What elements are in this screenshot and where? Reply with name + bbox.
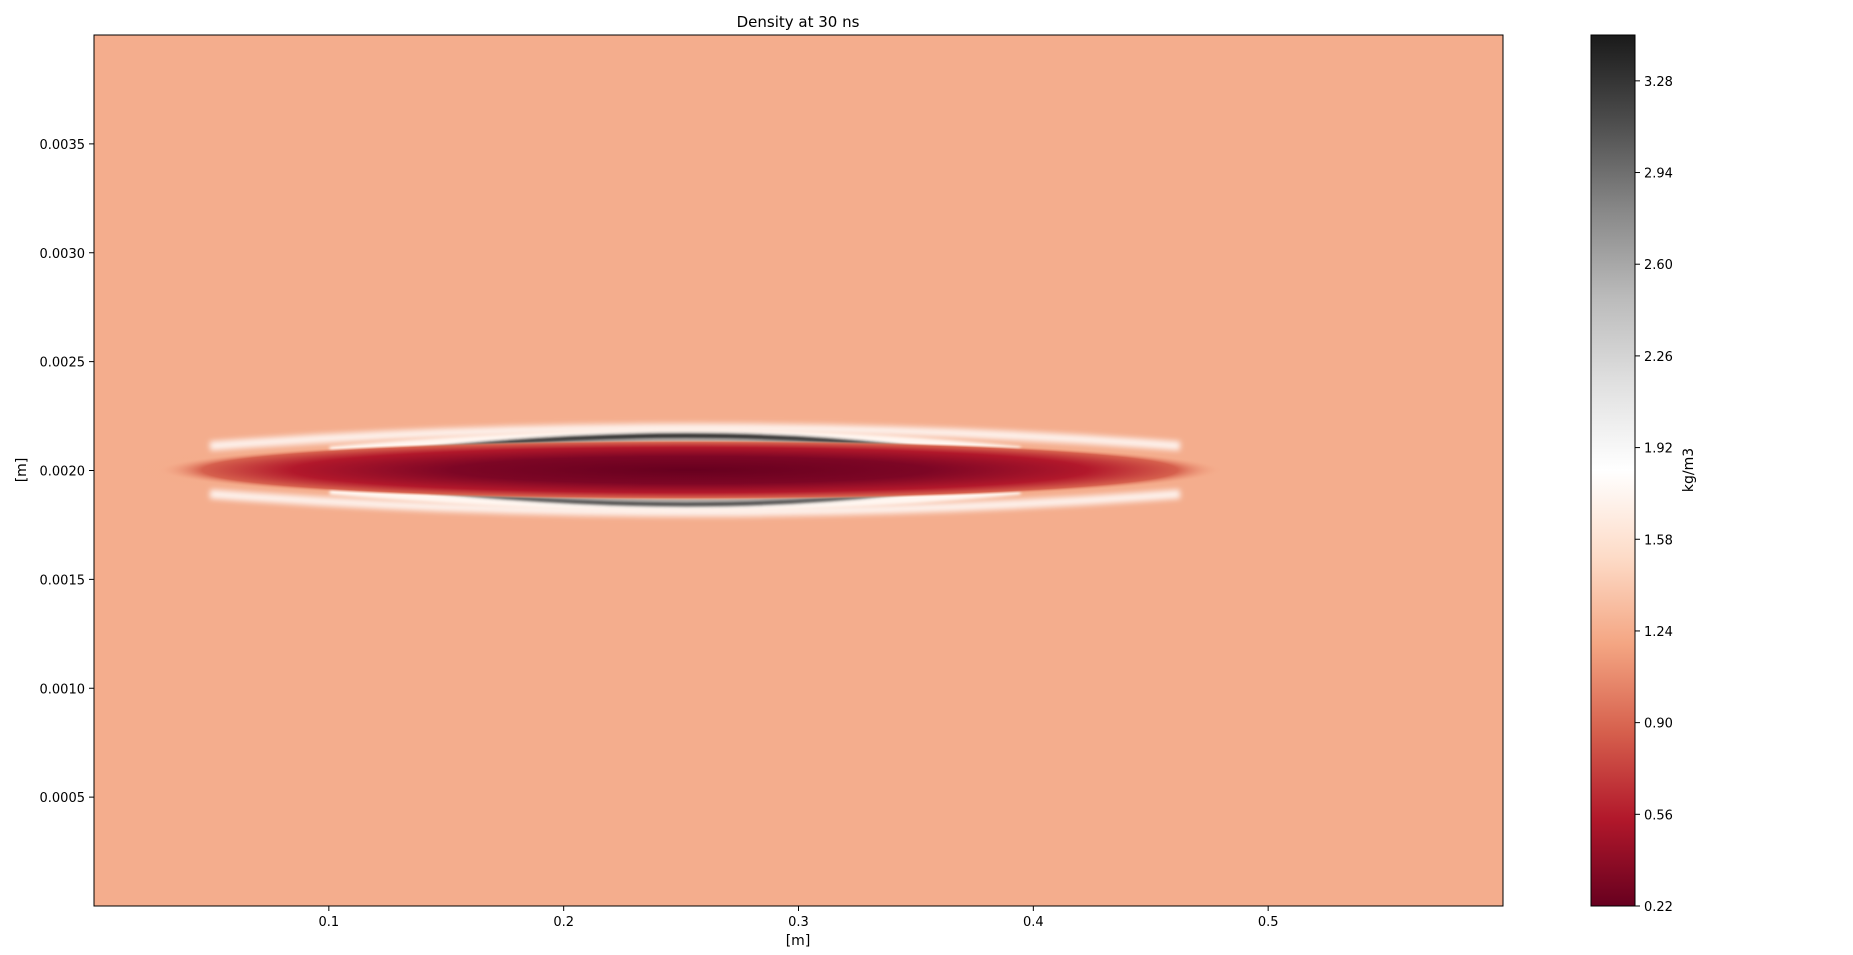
y-tick-label: 0.0020 [40,465,86,480]
y-tick-label: 0.0030 [40,247,86,262]
colorbar-tick-label: 1.92 [1644,442,1673,457]
colorbar: 0.22 0.56 0.90 1.24 1.58 1.92 2.26 2.60 2.94 3.28… [1590,34,1697,915]
colorbar-tick-label: 1.24 [1644,625,1673,640]
colorbar-tick-label: 1.58 [1644,533,1673,548]
colorbar-label: kg/m3 [1681,448,1697,492]
colorbar-tick-label: 3.28 [1644,75,1673,90]
colorbar-tick-label: 2.94 [1644,167,1673,182]
y-tick-label: 0.0010 [40,682,86,697]
x-tick-label: 0.2 [553,915,574,930]
colorbar-tick-label: 0.22 [1644,900,1673,915]
colorbar-tick-label: 2.26 [1644,350,1673,365]
x-tick-label: 0.1 [318,915,339,930]
colorbar-tick-label: 2.60 [1644,258,1673,273]
chart-title: Density at 30 ns [737,13,860,31]
x-tick-label: 0.5 [1258,915,1279,930]
y-tick-label: 0.0025 [40,356,86,371]
colorbar-ticks: 0.22 0.56 0.90 1.24 1.58 1.92 2.26 2.60 2.94 3.28 [1635,75,1673,915]
y-tick-label: 0.0015 [40,573,86,588]
colorbar-gradient [1590,34,1636,907]
x-axis: 0.1 0.2 0.3 0.4 0.5 [318,906,1279,930]
colorbar-tick-label: 0.56 [1644,808,1673,823]
y-tick-label: 0.0005 [40,791,86,806]
x-tick-label: 0.4 [1023,915,1044,930]
low-density-core [160,440,1220,500]
y-axis: 0.0005 0.0010 0.0015 0.0020 0.0025 0.0030 0.00… [40,138,94,806]
plot-area [94,35,1503,906]
x-tick-label: 0.3 [788,915,809,930]
y-axis-label: [m] [14,458,30,483]
x-axis-label: [m] [786,933,811,949]
colorbar-tick-label: 0.90 [1644,717,1673,732]
upper-shell-white-rim [209,423,1181,451]
lower-shell-white-rim [209,489,1181,517]
y-tick-label: 0.0035 [40,138,86,153]
